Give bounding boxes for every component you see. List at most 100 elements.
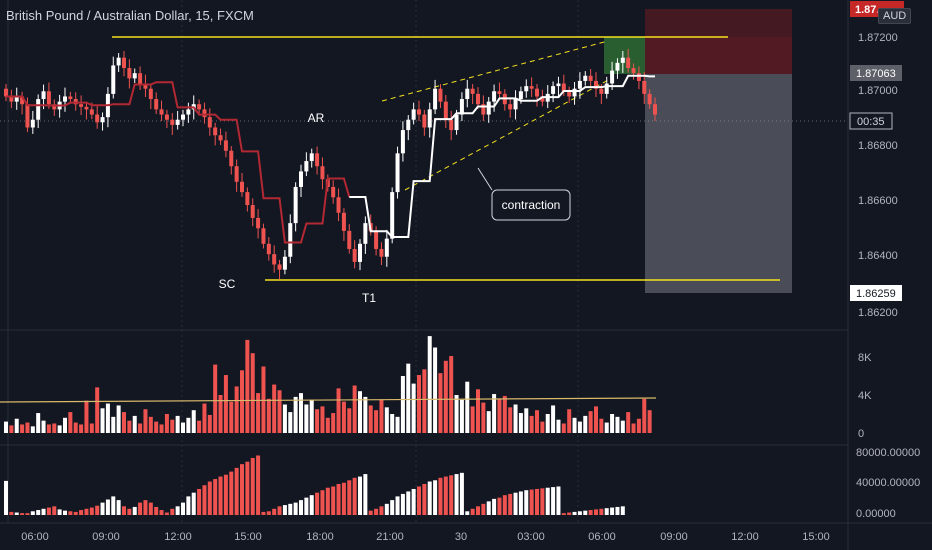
volume-bar	[288, 412, 293, 433]
candle-body	[610, 70, 615, 84]
countdown-tag	[849, 112, 893, 130]
indicator-bar	[411, 488, 416, 515]
candle-body	[20, 96, 25, 105]
indicator-bar	[84, 508, 89, 515]
volume-bar	[79, 424, 84, 433]
candle-body	[508, 104, 513, 110]
stop-price-tag	[850, 285, 902, 301]
volume-bar	[604, 422, 609, 433]
volume-bar	[454, 395, 459, 433]
volume-bar	[52, 423, 57, 433]
indicator-tick: 80000.00000	[856, 447, 920, 459]
candle-body	[636, 73, 641, 81]
indicator-bar	[513, 492, 518, 515]
candle-body	[347, 230, 352, 249]
indicator-bar	[175, 506, 180, 515]
indicator-bar	[406, 491, 411, 515]
stop-price-label: 1.86259	[856, 288, 896, 300]
candle-body	[417, 109, 421, 115]
candle-body	[470, 88, 475, 94]
candle-body	[30, 119, 35, 128]
indicator-bar	[518, 491, 523, 515]
volume-bar	[465, 381, 470, 433]
volume-bar	[508, 407, 513, 433]
chart-title: British Pound / Australian Dollar, 15, F…	[6, 8, 254, 23]
candle-body	[116, 57, 121, 66]
callout-box[interactable]	[491, 189, 571, 221]
indicator-bar	[594, 509, 598, 515]
candle-body	[52, 104, 57, 110]
position-zone[interactable]	[645, 74, 792, 293]
candle-body	[41, 91, 46, 100]
indicator-bar	[422, 484, 427, 515]
wedge-lower-line[interactable]	[404, 77, 613, 191]
indicator-bar	[476, 506, 480, 515]
volume-bar	[358, 391, 362, 433]
volume-bar	[170, 419, 175, 433]
indicator-bar	[148, 502, 153, 515]
indicator-bar	[347, 480, 352, 515]
volume-bar	[631, 423, 636, 433]
volume-bar	[374, 410, 379, 433]
candle-body	[486, 101, 491, 115]
indicator-bar	[250, 457, 255, 515]
volume-bar	[379, 399, 384, 433]
candle-body	[186, 109, 191, 115]
target-zone[interactable]	[604, 37, 645, 74]
candle-body	[95, 114, 100, 123]
indicator-bar	[25, 513, 30, 515]
wedge-upper-line[interactable]	[381, 40, 609, 102]
currency-badge[interactable]: AUD	[878, 8, 912, 24]
indicator-tick: 40000.00000	[856, 477, 920, 489]
volume-bar	[320, 406, 325, 433]
candle-body	[250, 205, 255, 218]
x-tick: 09:00	[660, 531, 688, 543]
candle-body	[175, 119, 180, 125]
volume-bar	[14, 418, 19, 433]
volume-bar	[261, 366, 266, 433]
stop-zone[interactable]	[645, 9, 792, 37]
x-tick: 21:00	[376, 531, 404, 543]
indicator-bar	[583, 510, 588, 515]
indicator-bar	[213, 479, 218, 515]
x-tick: 12:00	[731, 531, 759, 543]
stop-zone-lower[interactable]	[645, 37, 792, 74]
candle-body	[223, 140, 228, 151]
indicator-bar	[535, 488, 539, 515]
volume-bar	[111, 416, 116, 433]
indicator-bar	[223, 474, 228, 515]
volume-bar	[363, 396, 368, 433]
volume-bar	[186, 417, 191, 433]
indicator-bar	[400, 493, 405, 515]
indicator-bar	[368, 510, 373, 515]
volume-bar	[197, 420, 202, 433]
volume-bar	[143, 409, 148, 433]
candle-body	[336, 197, 341, 213]
x-tick: 15:00	[802, 531, 830, 543]
indicator-bar	[181, 502, 185, 515]
candle-body	[465, 88, 470, 100]
x-axis: 06:00 09:00 12:00 15:00 18:00 21:00 30 03:00 06:…	[21, 531, 830, 543]
volume-bar	[95, 387, 100, 433]
y-tick: 1.86400	[858, 250, 898, 262]
volume-bar	[234, 386, 239, 433]
volume-bar	[207, 414, 212, 433]
volume-bar	[513, 404, 518, 433]
entry-price-tag	[850, 65, 902, 81]
candle-body	[572, 88, 577, 97]
volume-bar	[347, 408, 352, 433]
volume-bar	[545, 414, 550, 433]
candle-body	[138, 73, 143, 84]
x-tick: 12:00	[164, 531, 192, 543]
indicator-bar	[79, 510, 84, 515]
candle-body	[626, 57, 631, 69]
volume-bar	[481, 402, 486, 433]
volume-bar	[518, 413, 523, 433]
candle-body	[341, 212, 346, 231]
candle-body	[14, 96, 19, 102]
candle-body	[588, 75, 593, 81]
indicator-bar	[384, 503, 389, 515]
callout-contraction: contraction	[502, 198, 561, 212]
volume-bar	[304, 404, 309, 433]
